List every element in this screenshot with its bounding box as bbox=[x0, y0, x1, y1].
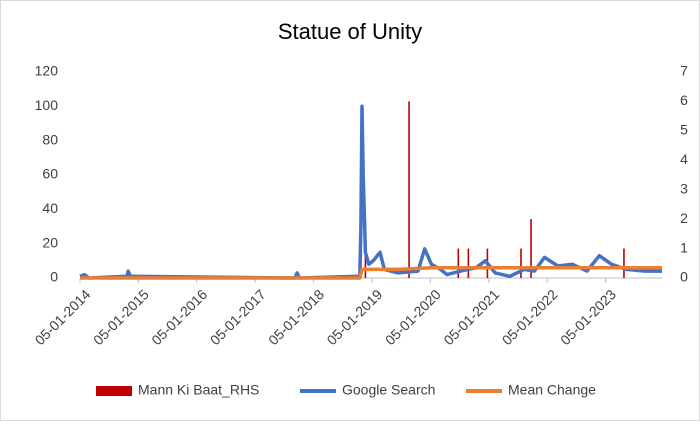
line bbox=[79, 104, 662, 280]
legend-label: Google Search bbox=[342, 382, 435, 398]
legend-label: Mean Change bbox=[508, 382, 596, 398]
bar bbox=[530, 219, 532, 278]
y-tick-label: 120 bbox=[35, 63, 59, 79]
bar bbox=[623, 248, 625, 278]
line bbox=[80, 265, 662, 280]
y-tick-label: 100 bbox=[35, 97, 59, 113]
y2-tick-label: 1 bbox=[680, 239, 688, 255]
bar bbox=[467, 248, 470, 278]
bar bbox=[457, 248, 460, 278]
y2-tick-label: 2 bbox=[680, 210, 688, 226]
y2-tick-label: 0 bbox=[680, 269, 688, 285]
legend-label: Mann Ki Baat_RHS bbox=[138, 382, 259, 398]
y-tick-label: 60 bbox=[42, 166, 58, 182]
y2-tick-label: 7 bbox=[680, 63, 688, 79]
y-tick-label: 40 bbox=[42, 200, 58, 216]
y2-tick-label: 4 bbox=[680, 151, 688, 167]
y2-tick-label: 5 bbox=[680, 122, 688, 138]
bar bbox=[408, 101, 410, 278]
legend-swatch bbox=[96, 386, 132, 396]
y-tick-label: 20 bbox=[42, 234, 58, 250]
y-tick-label: 80 bbox=[42, 131, 58, 147]
y-tick-label: 0 bbox=[50, 269, 58, 285]
bar bbox=[520, 248, 522, 278]
chart-title: Statue of Unity bbox=[278, 19, 422, 44]
y2-tick-label: 6 bbox=[680, 92, 688, 108]
y2-tick-label: 3 bbox=[680, 180, 688, 196]
